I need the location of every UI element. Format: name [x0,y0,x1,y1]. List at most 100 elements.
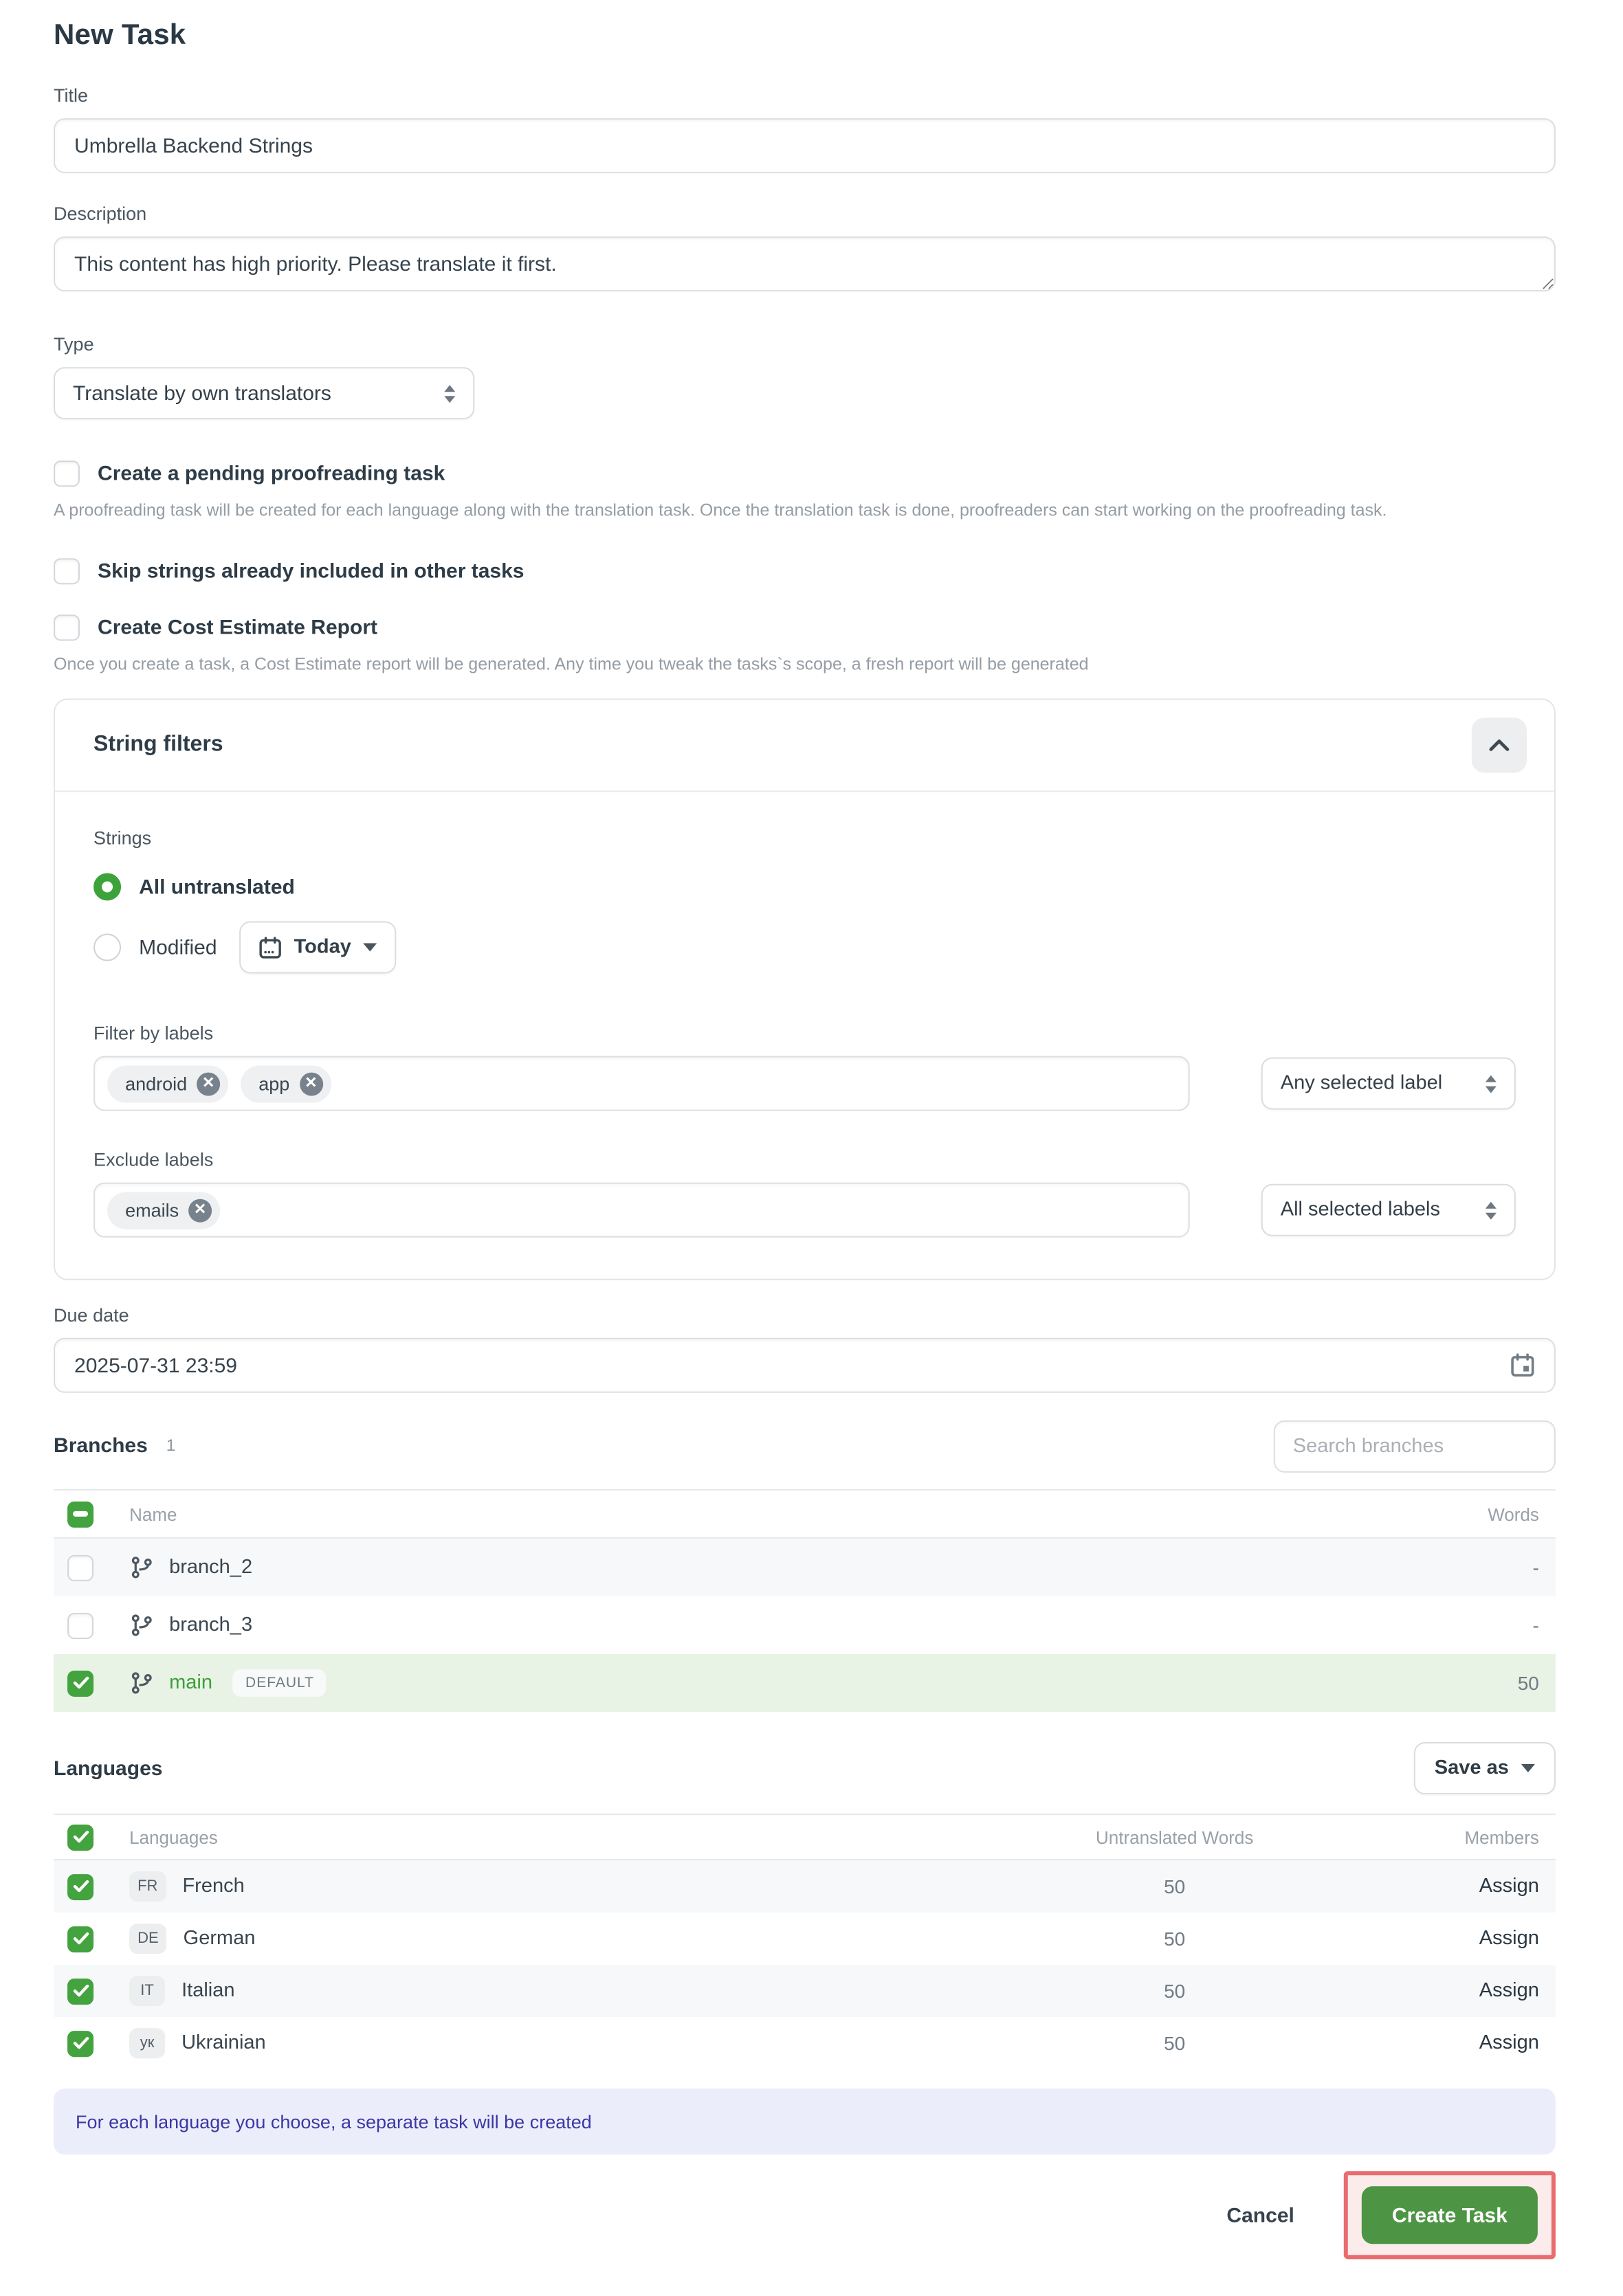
branch-row-selected[interactable]: main DEFAULT 50 [54,1653,1556,1712]
description-input[interactable]: This content has high priority. Please t… [54,236,1556,292]
language-checkbox[interactable] [67,1926,94,1952]
assign-link[interactable]: Assign [1479,1875,1539,1898]
type-select[interactable]: Translate by own translators [54,367,475,420]
calendar-icon[interactable] [1510,1353,1535,1378]
modified-radio-label: Modified [139,935,217,959]
remove-tag-icon[interactable]: ✕ [188,1198,212,1222]
languages-table: Languages Untranslated Words Members FR … [54,1814,1556,2069]
language-name: Ukrainian [181,2032,266,2055]
language-row[interactable]: DE German 50 Assign [54,1913,1556,1965]
label-tag: emails ✕ [107,1191,221,1229]
check-icon [72,1676,89,1689]
caret-down-icon [1521,1764,1535,1773]
label-tag-text: android [125,1073,188,1094]
branches-header: Branches 1 [54,1420,1556,1473]
all-untranslated-radio[interactable] [93,873,122,901]
git-branch-icon [129,1555,154,1580]
proofreading-checkbox[interactable] [54,460,80,487]
string-filters-header: String filters [55,700,1554,792]
language-name: French [182,1875,245,1898]
language-row[interactable]: FR French 50 Assign [54,1860,1556,1913]
remove-tag-icon[interactable]: ✕ [197,1071,221,1095]
languages-title: Languages [54,1757,163,1781]
save-as-button[interactable]: Save as [1413,1742,1556,1795]
assign-link[interactable]: Assign [1479,2032,1539,2055]
page-title: New Task [54,19,186,52]
branch-checkbox[interactable] [67,1612,94,1638]
filter-labels-mode-value: Any selected label [1280,1072,1443,1095]
language-code-badge: ук [129,2028,166,2059]
branches-count-badge: 1 [166,1435,176,1455]
title-field: Title [54,85,1556,174]
languages-header: Languages Save as [54,1742,1556,1795]
branches-table-header: Name Words [54,1489,1556,1539]
cost-estimate-checkbox[interactable] [54,614,80,641]
cost-estimate-checkbox-row: Create Cost Estimate Report [54,614,1556,641]
branch-row[interactable]: branch_3 - [54,1596,1556,1654]
default-branch-badge: DEFAULT [233,1669,327,1697]
info-banner: For each language you choose, a separate… [54,2088,1556,2155]
cancel-button[interactable]: Cancel [1226,2203,1294,2227]
remove-tag-icon[interactable]: ✕ [299,1071,323,1095]
click-target-annotation: Create Task [1343,2171,1556,2260]
language-code-badge: IT [129,1976,166,2007]
check-icon [72,1880,89,1893]
languages-words-column-header: Untranslated Words [1095,1827,1254,1848]
modified-radio[interactable] [93,933,122,961]
language-untranslated-words: 50 [1164,1875,1186,1898]
label-tag: android ✕ [107,1065,229,1102]
branch-checkbox[interactable] [67,1554,94,1581]
language-checkbox[interactable] [67,2030,94,2057]
select-all-branches-checkbox[interactable] [67,1500,94,1527]
filter-labels-mode-select[interactable]: Any selected label [1261,1057,1516,1110]
select-all-languages-checkbox[interactable] [67,1824,94,1851]
exclude-labels-input[interactable]: emails ✕ [93,1182,1190,1238]
exclude-labels-mode-value: All selected labels [1280,1199,1440,1221]
branches-name-column-header: Name [129,1503,177,1524]
updown-caret-icon [1485,1201,1497,1219]
git-branch-icon [129,1671,154,1695]
branch-search-input[interactable] [1273,1420,1556,1473]
branch-checkbox[interactable] [67,1669,94,1696]
calendar-icon [258,936,282,959]
collapse-panel-button[interactable] [1471,717,1527,773]
proofreading-helper-text: A proofreading task will be created for … [54,500,1387,520]
check-icon [72,1830,89,1843]
branch-words: - [1532,1614,1539,1636]
skip-strings-checkbox[interactable] [54,558,80,585]
branch-name: branch_2 [169,1556,253,1579]
filter-labels-input[interactable]: android ✕ app ✕ [93,1056,1190,1111]
info-banner-text: For each language you choose, a separate… [76,2111,592,2132]
due-date-input[interactable]: 2025-07-31 23:59 [54,1337,1556,1393]
branch-row[interactable]: branch_2 - [54,1538,1556,1596]
due-date-field: Due date 2025-07-31 23:59 [54,1305,1556,1393]
exclude-labels-mode-select[interactable]: All selected labels [1261,1183,1516,1236]
description-label: Description [54,203,147,225]
type-label: Type [54,334,94,355]
language-checkbox[interactable] [67,1873,94,1900]
all-untranslated-radio-label: All untranslated [139,875,295,899]
exclude-labels-row: emails ✕ All selected labels [93,1182,1516,1238]
language-row[interactable]: IT Italian 50 Assign [54,1965,1556,2018]
language-row[interactable]: ук Ukrainian 50 Assign [54,2017,1556,2069]
language-name: Italian [181,1980,235,2003]
languages-table-header: Languages Untranslated Words Members [54,1814,1556,1861]
updown-caret-icon [1485,1074,1497,1093]
type-select-value: Translate by own translators [73,381,331,405]
language-checkbox[interactable] [67,1978,94,2005]
description-field: Description This content has high priori… [54,203,1556,298]
languages-name-column-header: Languages [129,1827,218,1848]
modified-date-button[interactable]: Today [239,921,397,974]
title-label: Title [54,85,89,107]
assign-link[interactable]: Assign [1479,1928,1539,1950]
branch-words: - [1532,1556,1539,1579]
due-date-value: 2025-07-31 23:59 [74,1353,238,1377]
git-branch-icon [129,1613,154,1638]
label-tag: app ✕ [241,1065,331,1102]
assign-link[interactable]: Assign [1479,1980,1539,2003]
type-field: Type Translate by own translators [54,334,1556,420]
create-task-button[interactable]: Create Task [1361,2186,1538,2244]
title-input[interactable] [54,118,1556,174]
strings-label: Strings [93,827,152,849]
